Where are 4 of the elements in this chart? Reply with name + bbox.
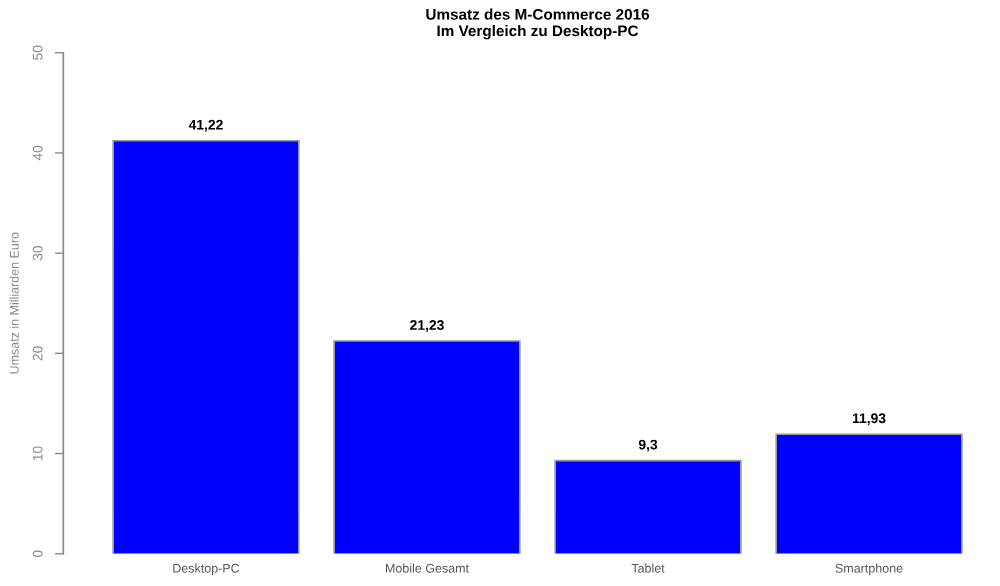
bar [775,433,963,554]
bar [112,139,300,554]
bar [554,459,742,554]
bar [333,340,521,554]
